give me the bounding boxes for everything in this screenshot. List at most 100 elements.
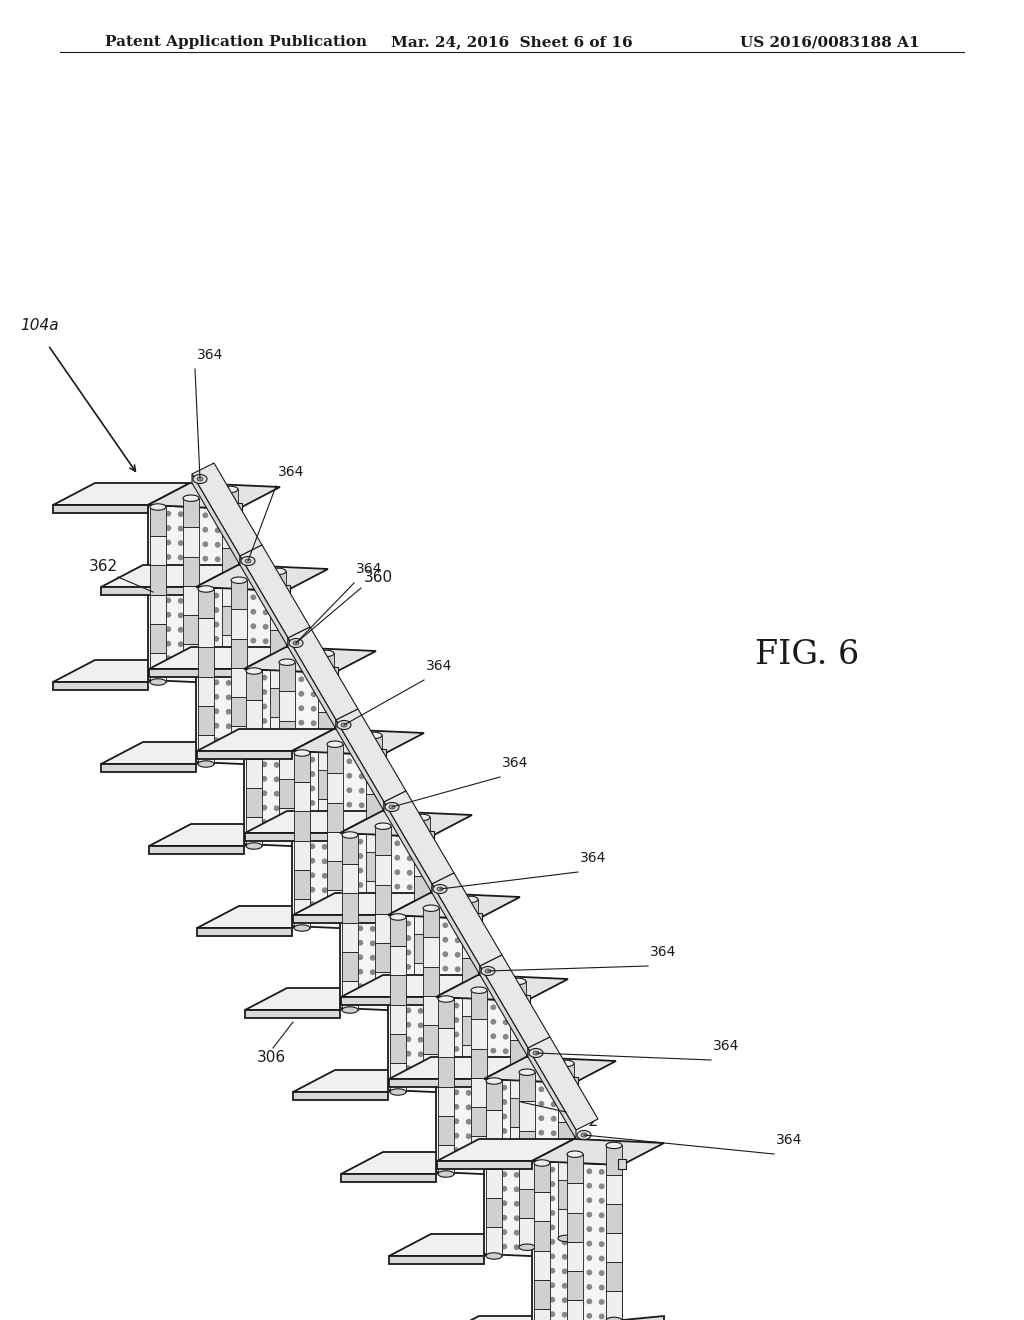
Circle shape [564,1160,568,1166]
Polygon shape [438,1144,454,1173]
Circle shape [323,787,327,791]
Polygon shape [327,890,343,919]
Circle shape [214,752,218,756]
Polygon shape [462,958,478,987]
Circle shape [552,1246,556,1251]
Text: 364: 364 [356,562,382,576]
Circle shape [574,1226,580,1230]
Polygon shape [375,855,391,884]
Polygon shape [294,783,310,812]
Circle shape [275,597,281,601]
Circle shape [323,801,327,805]
Circle shape [347,803,351,807]
Polygon shape [384,791,454,884]
Circle shape [468,1011,472,1015]
Ellipse shape [438,1171,454,1177]
Polygon shape [462,987,478,1016]
Ellipse shape [481,966,495,975]
Circle shape [526,1232,531,1236]
Circle shape [214,607,218,612]
Ellipse shape [231,577,247,583]
Circle shape [358,912,362,916]
Circle shape [492,1063,496,1068]
Polygon shape [606,1262,622,1291]
Circle shape [550,1225,555,1230]
Ellipse shape [385,803,399,812]
Text: FIG. 6: FIG. 6 [755,639,859,671]
Circle shape [599,1242,604,1246]
Circle shape [454,1134,459,1138]
Circle shape [262,791,266,796]
Circle shape [335,859,339,865]
Circle shape [611,1184,616,1189]
Circle shape [203,672,208,676]
Circle shape [552,1232,556,1237]
Circle shape [454,1032,459,1036]
Circle shape [371,970,375,974]
Circle shape [502,1129,507,1133]
Circle shape [407,921,411,925]
Polygon shape [528,1038,598,1130]
Circle shape [562,1283,567,1288]
Circle shape [202,680,206,684]
Circle shape [564,1204,568,1208]
Circle shape [441,1162,446,1166]
Circle shape [431,923,435,927]
Circle shape [383,870,387,874]
Polygon shape [486,1110,502,1139]
Polygon shape [246,671,262,700]
Polygon shape [462,1016,478,1045]
Circle shape [468,924,472,929]
Circle shape [190,527,196,532]
Circle shape [504,1020,508,1024]
Ellipse shape [270,568,286,574]
Circle shape [420,915,424,919]
Ellipse shape [510,978,526,985]
Circle shape [239,638,244,643]
Ellipse shape [534,1160,550,1166]
Circle shape [479,1048,483,1052]
Circle shape [489,1200,495,1205]
Polygon shape [270,659,286,688]
Circle shape [394,964,398,969]
Polygon shape [510,981,526,1011]
Circle shape [226,681,230,685]
Circle shape [408,842,412,846]
Polygon shape [438,1028,454,1057]
Polygon shape [432,884,480,975]
Circle shape [359,788,364,793]
Circle shape [383,970,387,975]
Circle shape [372,833,376,837]
Polygon shape [558,1209,574,1238]
Circle shape [441,1018,446,1022]
Circle shape [408,1001,412,1005]
Polygon shape [519,1160,535,1189]
Circle shape [538,1167,542,1171]
Circle shape [347,788,351,792]
Ellipse shape [279,834,295,841]
Circle shape [456,1082,460,1088]
Polygon shape [222,548,238,577]
Polygon shape [462,899,478,928]
Circle shape [539,1232,544,1236]
Circle shape [323,888,327,892]
Circle shape [539,1159,544,1164]
Circle shape [359,875,364,879]
Polygon shape [567,1300,583,1320]
Circle shape [227,659,232,663]
Polygon shape [245,833,340,841]
Circle shape [587,1255,592,1261]
Ellipse shape [529,1048,543,1057]
Circle shape [298,916,302,920]
Circle shape [287,734,291,739]
Circle shape [347,875,351,879]
Polygon shape [471,1019,487,1048]
Circle shape [587,1299,592,1304]
Circle shape [489,1143,495,1147]
Polygon shape [150,623,166,653]
Circle shape [538,1181,542,1185]
Polygon shape [222,606,238,635]
Circle shape [564,1131,568,1137]
Circle shape [562,1183,567,1187]
Circle shape [298,800,302,805]
